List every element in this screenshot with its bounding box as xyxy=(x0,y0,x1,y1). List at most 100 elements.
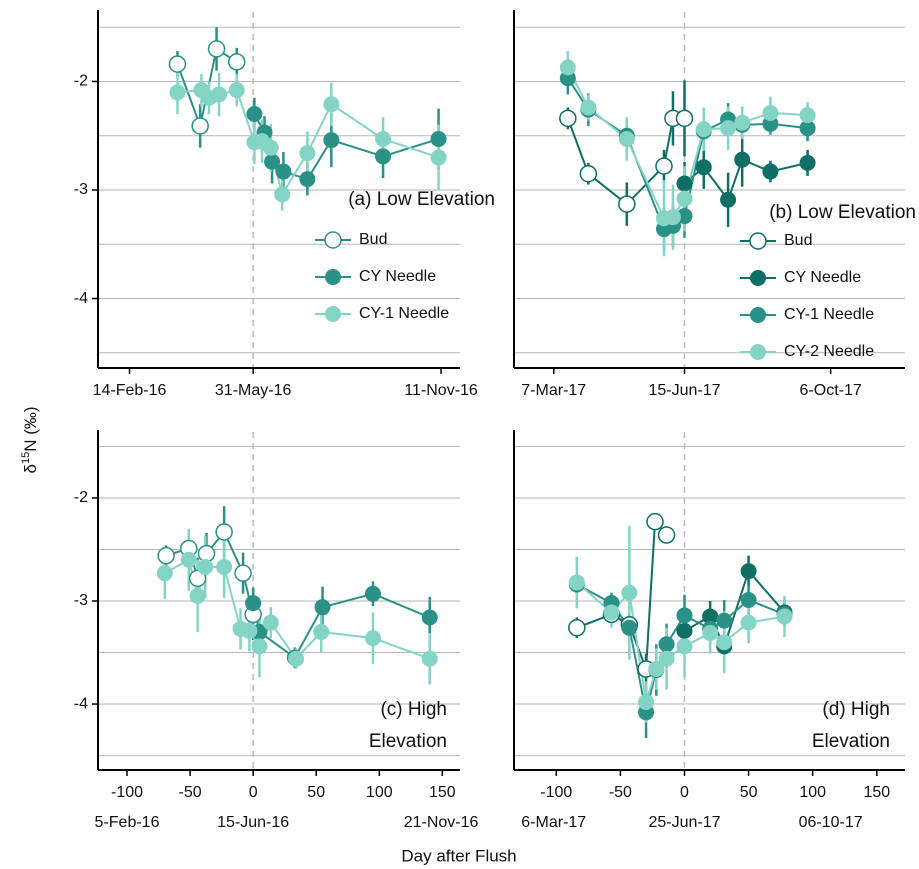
data-point xyxy=(364,630,381,647)
data-point xyxy=(288,650,305,667)
date-tick-label: 6-Oct-17 xyxy=(800,382,862,399)
data-point xyxy=(579,164,598,183)
data-point xyxy=(676,190,693,207)
data-point xyxy=(275,163,292,180)
data-point xyxy=(740,614,757,631)
data-point xyxy=(168,55,187,73)
y-label-symbol: δ xyxy=(21,464,40,473)
data-point xyxy=(559,59,576,76)
data-point xyxy=(241,622,258,639)
data-point xyxy=(313,623,330,640)
data-point xyxy=(211,86,228,103)
x-tick-label: 150 xyxy=(863,784,890,801)
data-point xyxy=(568,574,585,591)
data-point xyxy=(568,619,586,637)
date-tick-label: 11-Nov-16 xyxy=(404,382,478,399)
legend-marker xyxy=(324,231,342,249)
data-point xyxy=(262,614,279,631)
panel-title: (a) Low Elevation xyxy=(348,189,495,210)
y-tick-label: -2 xyxy=(74,489,88,506)
data-point xyxy=(621,584,638,601)
panel-title: (b) Low Elevation xyxy=(769,202,916,223)
date-tick-label: 5-Feb-16 xyxy=(95,814,160,831)
data-point xyxy=(314,599,331,616)
y-tick-label: -4 xyxy=(74,695,88,712)
x-tick-label: 100 xyxy=(799,784,826,801)
data-point xyxy=(580,99,597,116)
data-point xyxy=(618,195,636,213)
panel-title: (c) High xyxy=(380,699,447,720)
date-tick-label: 21-Nov-16 xyxy=(404,814,479,831)
data-point xyxy=(197,558,214,575)
x-axis-label: Day after Flush xyxy=(401,846,516,865)
data-point xyxy=(157,546,175,565)
date-tick-label: 06-10-17 xyxy=(799,814,863,831)
legend-label: CY-2 Needle xyxy=(784,343,874,360)
x-tick-label: -50 xyxy=(179,784,202,801)
data-point xyxy=(716,612,733,629)
data-point xyxy=(762,163,779,180)
legend-marker xyxy=(750,270,766,286)
y-label-superscript: 15 xyxy=(20,452,32,464)
data-point xyxy=(658,636,675,653)
y-label-unit: N (‰) xyxy=(21,406,40,451)
panel-title: Elevation xyxy=(369,731,447,752)
data-point xyxy=(799,120,816,137)
data-point xyxy=(264,153,281,170)
legend-label: CY Needle xyxy=(784,269,861,286)
data-point xyxy=(559,109,577,128)
data-point xyxy=(734,114,751,131)
data-point xyxy=(180,551,197,568)
legend-marker xyxy=(750,344,766,360)
data-point xyxy=(720,120,737,137)
data-point xyxy=(299,171,316,188)
legend-label: Bud xyxy=(784,232,812,249)
y-tick-label: -4 xyxy=(74,290,88,307)
x-tick-label: -100 xyxy=(540,784,572,801)
legend-marker xyxy=(325,269,341,285)
data-point xyxy=(695,121,712,138)
data-point xyxy=(215,523,233,541)
data-point xyxy=(664,209,681,226)
data-point xyxy=(695,159,712,176)
data-point xyxy=(676,175,693,192)
x-tick-label: -100 xyxy=(111,784,143,801)
y-tick-label: -2 xyxy=(74,73,88,90)
data-point xyxy=(655,157,673,175)
data-point xyxy=(156,565,173,582)
data-point xyxy=(740,591,757,608)
data-point xyxy=(762,104,779,121)
y-tick-label: -3 xyxy=(74,592,88,609)
date-tick-label: 25-Jun-17 xyxy=(648,814,720,831)
data-point xyxy=(430,149,447,166)
data-point xyxy=(675,109,694,128)
date-tick-label: 14-Feb-16 xyxy=(93,382,167,399)
data-point xyxy=(648,661,665,678)
data-point xyxy=(364,585,381,602)
y-axis-label: δ15N (‰) xyxy=(20,406,41,473)
x-tick-label: 100 xyxy=(366,784,393,801)
date-tick-label: 31-May-16 xyxy=(215,382,292,399)
data-point xyxy=(375,148,392,165)
data-point xyxy=(734,151,751,168)
data-point xyxy=(676,622,693,639)
data-point xyxy=(227,53,246,71)
data-point xyxy=(676,638,693,655)
x-tick-label: 50 xyxy=(740,784,758,801)
data-point xyxy=(207,40,226,58)
data-point xyxy=(603,604,620,621)
data-point xyxy=(421,609,438,626)
panel-title: Elevation xyxy=(812,731,890,752)
data-point xyxy=(323,132,340,149)
legend-label: Bud xyxy=(359,231,387,248)
data-point xyxy=(621,619,638,636)
x-tick-label: 0 xyxy=(249,784,258,801)
data-point xyxy=(299,145,316,162)
data-point xyxy=(657,526,676,544)
data-point xyxy=(646,512,664,531)
date-tick-label: 15-Jun-16 xyxy=(217,814,289,831)
data-point xyxy=(234,564,252,582)
data-point xyxy=(188,569,207,588)
data-point xyxy=(740,563,757,580)
